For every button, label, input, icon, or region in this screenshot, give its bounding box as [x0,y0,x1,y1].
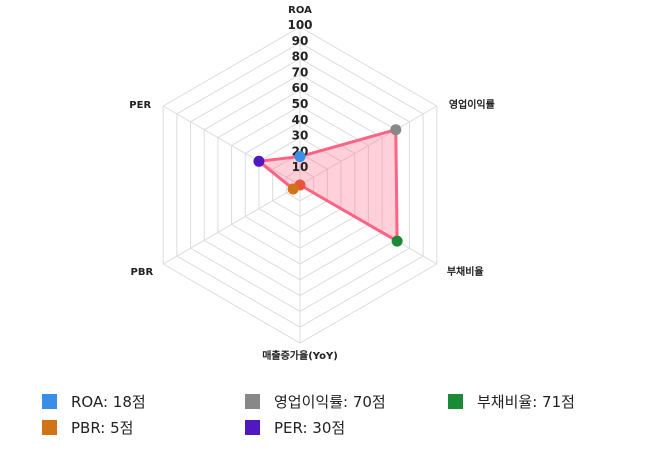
axis-label: 부채비율 [447,265,484,278]
axis-label: PBR [131,267,154,278]
axis-label: 매출증가율(YoY) [262,349,338,362]
legend: ROA: 18점 영업이익률: 70점 부채비율: 71점 PBR: 5점 PE… [0,388,650,443]
axis-label: PER [129,100,151,111]
r-tick-label: 30 [292,129,309,143]
grid-spoke [162,105,301,186]
data-point [391,235,403,247]
data-point [253,155,265,167]
legend-label: ROA: 18점 [71,392,146,411]
grid-spoke [299,105,438,186]
r-tick-label: 50 [292,97,309,111]
r-tick-label: 10 [292,160,309,174]
axis-label: 영업이익률 [449,98,495,111]
legend-item-per[interactable]: PER: 30점 [245,416,345,438]
legend-label: 부채비율: 71점 [477,392,575,411]
legend-item-debt-ratio[interactable]: 부채비율: 71점 [448,390,575,412]
axis-label: ROA [288,5,312,16]
legend-item-roa[interactable]: ROA: 18점 [42,390,146,412]
data-point [294,151,306,163]
legend-label: PBR: 5점 [71,418,134,437]
r-tick-label: 80 [292,50,309,64]
r-tick-label: 40 [292,113,309,127]
legend-item-pbr[interactable]: PBR: 5점 [42,416,133,438]
legend-swatch [42,419,57,435]
data-point [287,183,299,195]
r-tick-label: 60 [292,81,309,95]
data-area [257,128,399,243]
legend-item-operating-margin[interactable]: 영업이익률: 70점 [245,390,386,412]
r-tick-label: 100 [287,18,312,32]
legend-label: 영업이익률: 70점 [274,392,386,411]
legend-swatch [245,393,260,409]
grid-spoke [162,184,301,265]
legend-swatch [42,393,57,409]
r-tick-label: 90 [292,34,309,48]
radar-chart: 102030405060708090100ROA영업이익률부채비율매출증가율(Y… [129,5,495,362]
legend-swatch [245,419,260,435]
legend-swatch [448,393,463,409]
legend-label: PER: 30점 [274,418,346,437]
r-tick-label: 70 [292,65,309,79]
data-point [390,124,402,136]
